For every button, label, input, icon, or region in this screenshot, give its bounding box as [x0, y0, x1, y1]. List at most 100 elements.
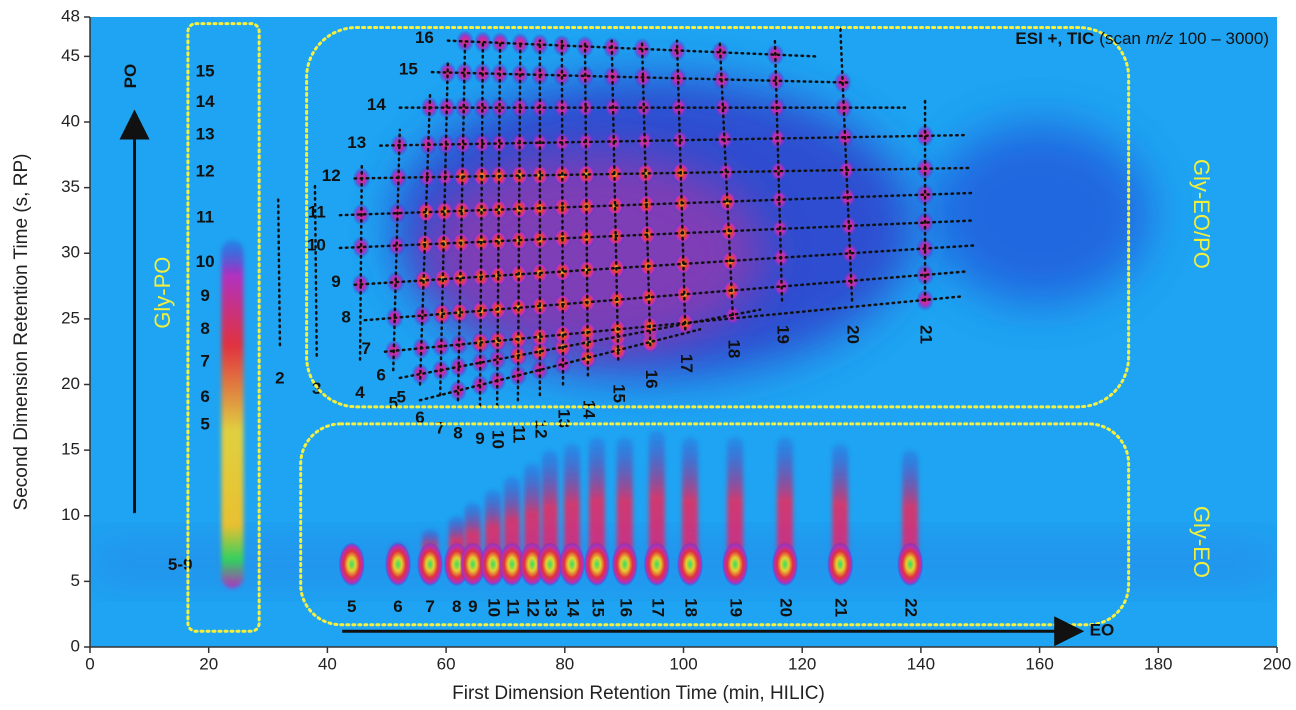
peak-tail: [682, 437, 699, 565]
spot: [413, 304, 432, 327]
header-part: (scan: [1099, 29, 1141, 48]
peak: [897, 542, 924, 587]
eo-label: 13: [541, 598, 560, 617]
peak-tail: [524, 463, 541, 565]
eo-line-label: 6: [415, 408, 424, 427]
po-label: 14: [367, 95, 386, 114]
po-label: 11: [308, 203, 326, 222]
po-label: 10: [307, 235, 326, 254]
eo-label: 16: [616, 598, 635, 617]
y-tick-label: 5: [71, 571, 80, 590]
region-label: Gly-EO: [1189, 506, 1214, 578]
eo-label: 15: [588, 598, 607, 617]
po-label: 10: [196, 252, 215, 271]
peak: [459, 542, 486, 587]
po-label: 8: [341, 308, 350, 327]
peak: [677, 542, 704, 587]
peak: [536, 542, 563, 587]
eo-label: 17: [648, 598, 667, 617]
po-line: [383, 295, 962, 353]
plot-area: [90, 17, 1277, 647]
peak: [498, 542, 525, 587]
po-streak: [221, 240, 244, 588]
eo-line: [438, 59, 450, 397]
po-line: [398, 308, 762, 380]
region-box: [186, 22, 261, 633]
eo-line: [675, 39, 687, 331]
eo-label: 5: [347, 597, 356, 616]
eo-label: 20: [777, 598, 796, 617]
eo-line: [392, 128, 402, 372]
po-line: [446, 39, 817, 58]
region-label: Gly-PO: [150, 257, 175, 329]
spot: [411, 363, 430, 386]
header-part: 100 – 3000): [1178, 29, 1269, 48]
region-label: Gly-EO/PO: [1189, 159, 1214, 269]
spot: [473, 96, 492, 119]
eo-line: [276, 194, 282, 347]
peak: [479, 542, 506, 587]
eo-line-label: 11: [509, 425, 528, 443]
po-label: 15: [196, 62, 215, 81]
y-tick-label: 35: [61, 177, 80, 196]
eo-line-label: 9: [475, 429, 484, 448]
spot: [488, 348, 507, 371]
eo-line: [495, 39, 502, 407]
spot: [489, 198, 508, 221]
eo-label: 18: [682, 598, 701, 617]
region-box: [299, 422, 1131, 627]
spot: [449, 379, 468, 402]
eo-line-label: 21: [917, 325, 936, 344]
y-tick-label: 15: [61, 440, 80, 459]
po-label: 13: [196, 125, 215, 144]
peak-tail: [503, 476, 520, 565]
peak-tail: [588, 437, 605, 565]
po-line: [338, 219, 977, 250]
eo-line-label: 15: [610, 384, 629, 403]
po-label: 7: [200, 352, 209, 371]
eo-line-label: 4: [355, 383, 365, 402]
po-line: [338, 191, 977, 217]
eo-label: 14: [563, 598, 582, 617]
y-tick-label: 40: [61, 111, 80, 130]
eo-line: [358, 164, 364, 361]
po-label: 12: [322, 166, 341, 185]
spot: [769, 160, 788, 183]
peak-tail: [776, 437, 793, 565]
eo-label: 22: [902, 598, 921, 617]
peak: [417, 542, 444, 587]
spot: [387, 234, 406, 257]
y-tick-label: 20: [61, 374, 80, 393]
peak-tail: [616, 437, 633, 565]
peak: [583, 542, 610, 587]
po-label: 14: [196, 92, 215, 111]
eo-line: [610, 39, 620, 361]
eo-line-label: 10: [489, 430, 508, 449]
eo-label: 12: [524, 598, 543, 617]
peak: [722, 542, 749, 587]
spot: [634, 96, 653, 119]
po-label: 7: [362, 339, 371, 358]
eo-line: [456, 39, 467, 402]
eo-line: [516, 39, 522, 402]
eo-line-label: 14: [579, 400, 598, 419]
x-tick-label: 40: [318, 654, 337, 673]
y-tick-label: 0: [71, 636, 80, 655]
po-label: 9: [200, 286, 209, 305]
arrow-label: PO: [121, 64, 140, 89]
eo-line-label: 17: [677, 354, 696, 373]
eo-line-label: 5: [389, 394, 398, 413]
x-tick-label: 60: [437, 654, 456, 673]
spot: [490, 96, 509, 119]
po-label: 5: [397, 388, 406, 407]
eo-label: 7: [425, 597, 434, 616]
po-label: 15: [399, 60, 418, 79]
po-label: 5: [200, 415, 209, 434]
eo-line-label: 18: [724, 339, 743, 358]
po-line: [353, 244, 977, 286]
po-label: 9: [331, 272, 340, 291]
y-tick-label: 25: [61, 308, 80, 327]
eo-line: [773, 39, 784, 302]
eo-line-label: 8: [453, 424, 462, 443]
po-label: 12: [196, 161, 215, 180]
